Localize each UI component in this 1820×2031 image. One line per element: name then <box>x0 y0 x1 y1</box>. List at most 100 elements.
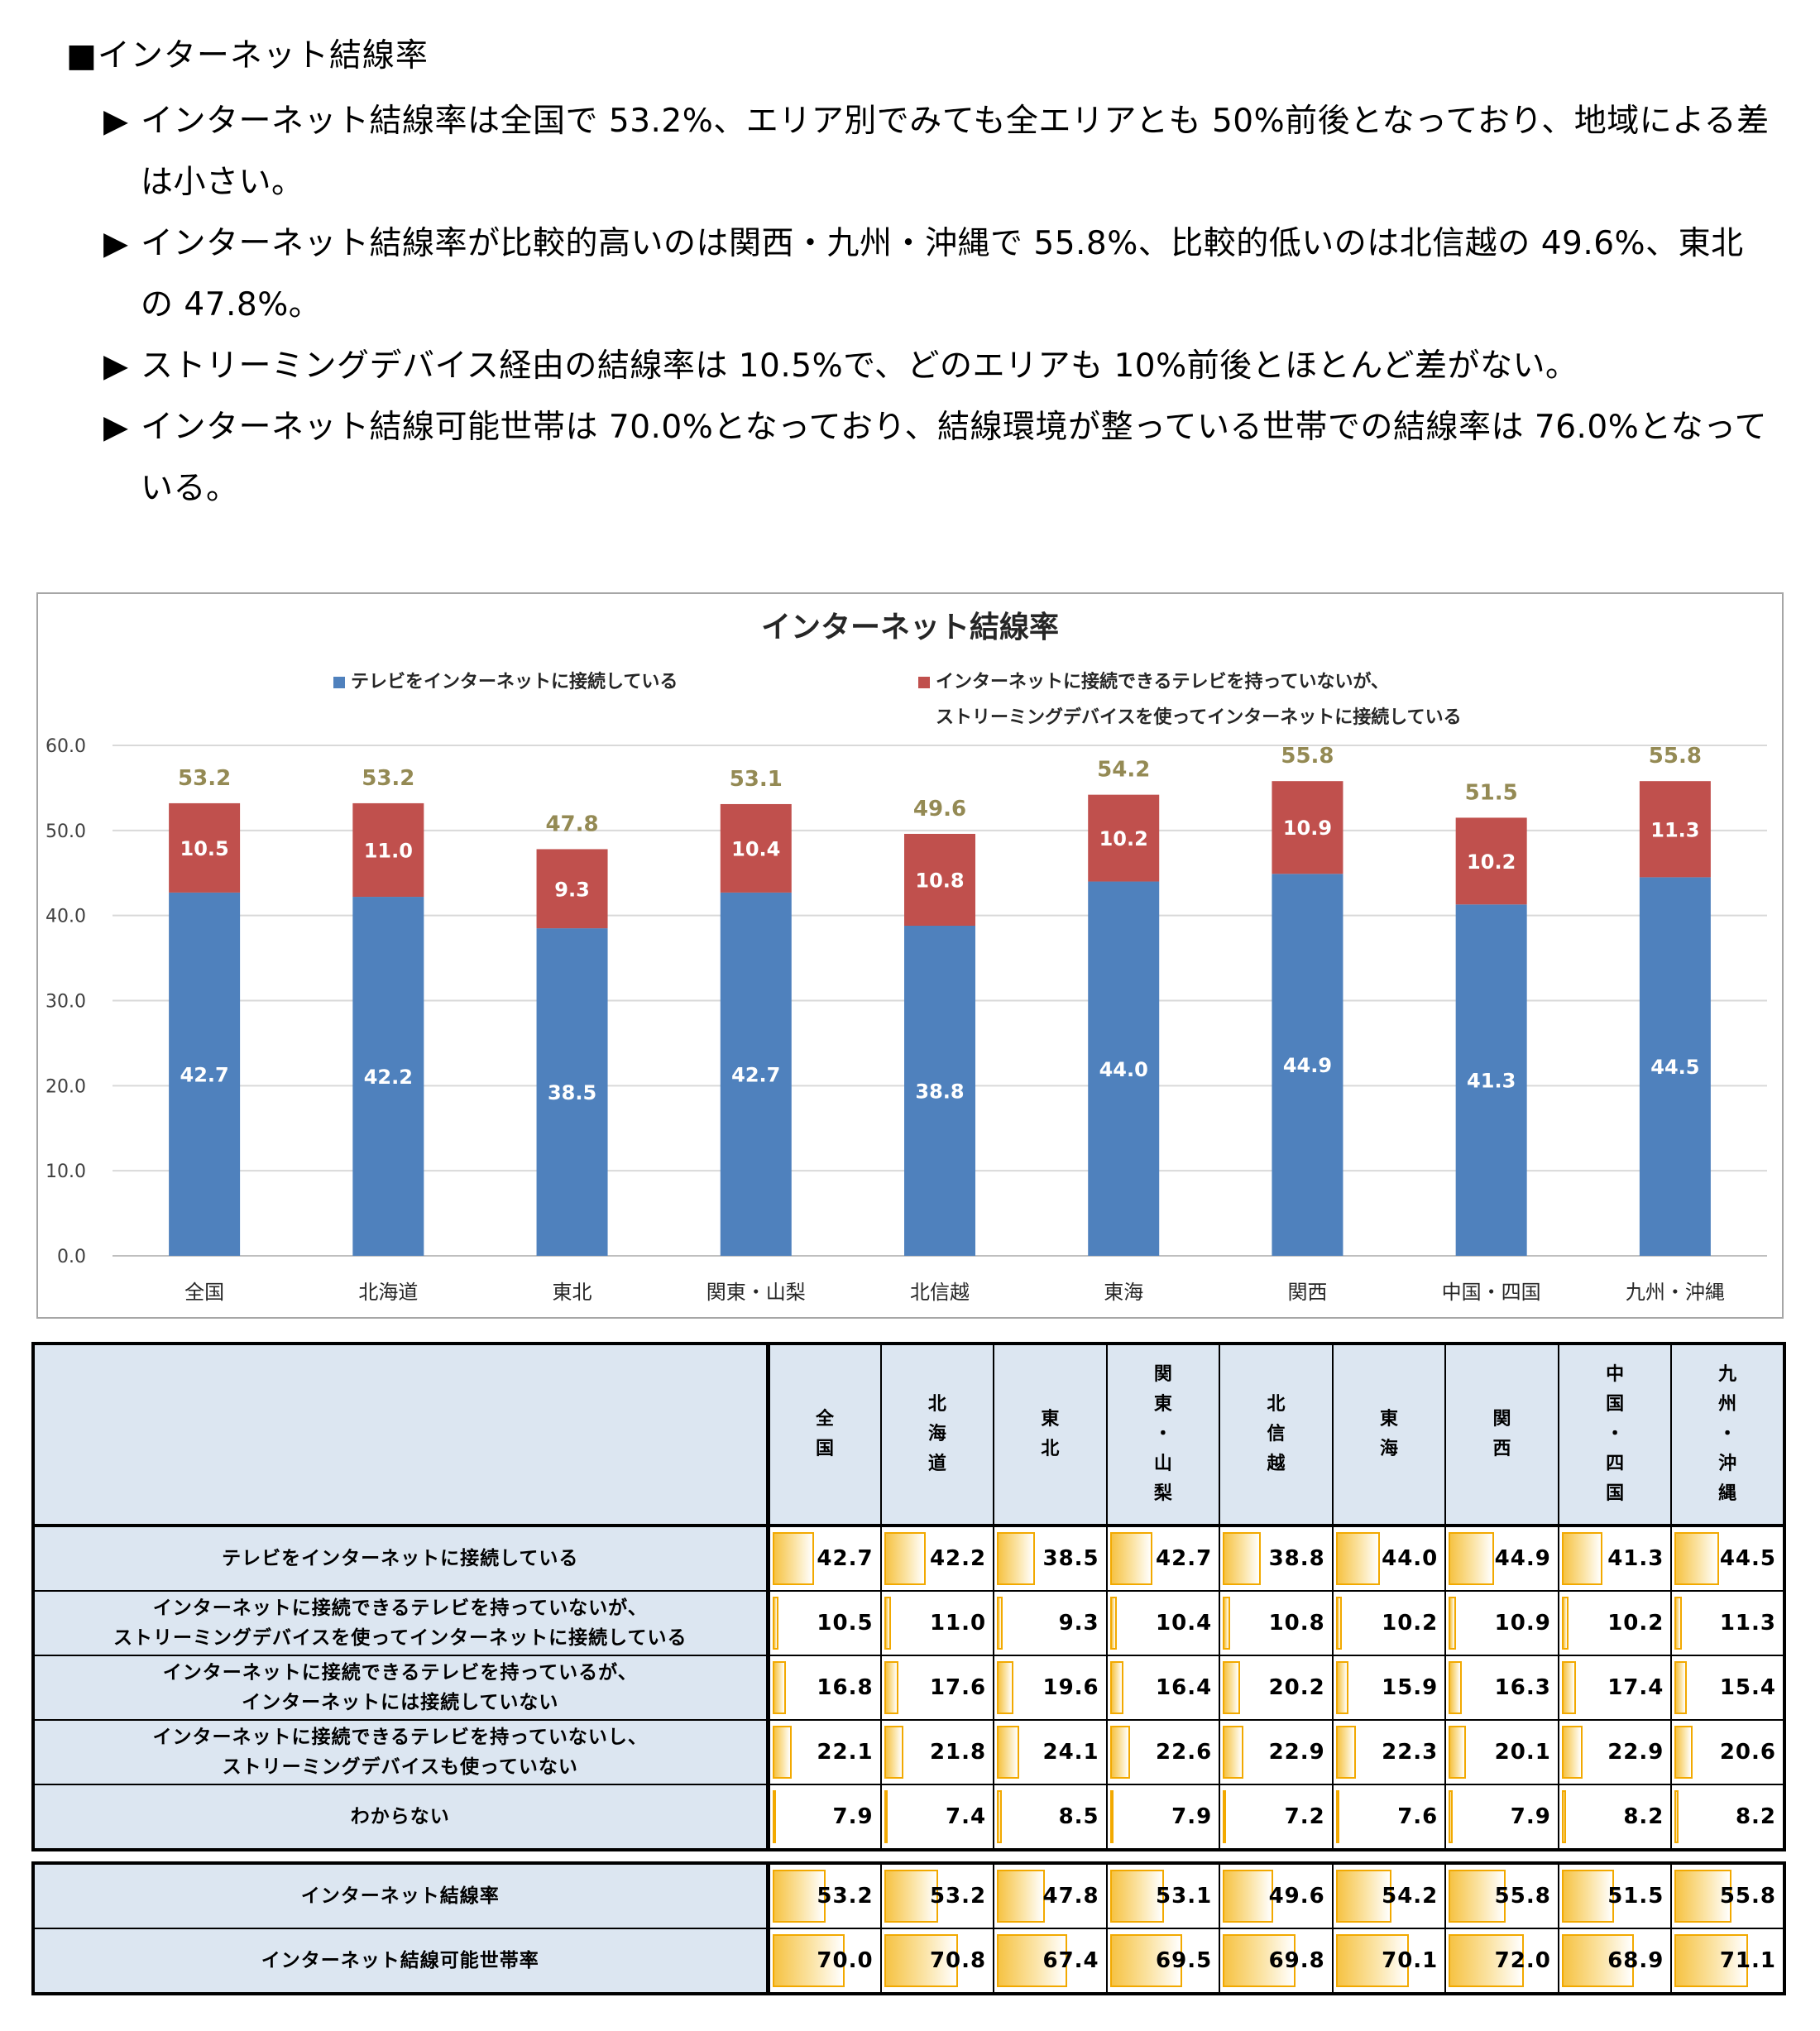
column-header: 中国・四国 <box>1557 1343 1673 1527</box>
value-number: 41.3 <box>1607 1546 1664 1571</box>
value-databar <box>1449 1532 1494 1585</box>
x-tick-label: 東海 <box>1104 1281 1143 1304</box>
value-cell: 21.8 <box>879 1719 995 1785</box>
bar-streaming <box>1088 794 1160 882</box>
value-cell: 72.0 <box>1444 1928 1559 1995</box>
value-databar <box>1109 1726 1131 1779</box>
row-label-line: インターネット結線率 <box>300 1885 500 1907</box>
value-databar <box>1223 1532 1262 1585</box>
value-cell: 55.8 <box>1670 1862 1785 1929</box>
value-cell: 22.1 <box>767 1719 882 1785</box>
bar-streaming <box>1272 781 1343 874</box>
table-row: インターネットに接続できるテレビを持っていないが、 ストリーミングデバイスを使って… <box>32 1590 1785 1656</box>
value-number: 38.5 <box>1042 1546 1099 1571</box>
column-header-label: 関東・山梨 <box>1108 1360 1219 1509</box>
value-number: 9.3 <box>1058 1611 1099 1636</box>
value-number: 10.2 <box>1382 1611 1439 1636</box>
value-number: 22.6 <box>1156 1740 1213 1765</box>
column-header-char: 北 <box>1041 1439 1060 1459</box>
row-label-line: インターネット結線可能世帯率 <box>261 1950 539 1971</box>
value-cell: 53.2 <box>767 1862 882 1929</box>
column-header-char: 海 <box>927 1424 946 1444</box>
column-header: 関西 <box>1444 1343 1559 1527</box>
summary-table: インターネット結線率 53.2 53.2 47.8 53.1 49.6 54.2 55.8 51… <box>31 1861 1786 1995</box>
value-cell: 7.9 <box>1444 1784 1559 1851</box>
value-cell: 54.2 <box>1331 1862 1447 1929</box>
value-databar <box>997 1597 1003 1650</box>
value-databar <box>997 1934 1067 1987</box>
value-cell: 69.5 <box>1105 1928 1221 1995</box>
value-cell: 7.4 <box>879 1784 995 1851</box>
column-header-char: 縄 <box>1718 1483 1737 1504</box>
value-databar <box>1561 1870 1615 1923</box>
x-tick-label: 関西 <box>1287 1281 1327 1304</box>
data-label-streaming: 11.3 <box>1650 818 1699 841</box>
value-databar <box>1109 1661 1123 1714</box>
value-number: 7.9 <box>832 1804 874 1829</box>
column-header-label: 東北 <box>994 1405 1106 1464</box>
value-databar <box>1674 1532 1719 1585</box>
table-row: テレビをインターネットに接続している 42.7 42.2 38.5 42.7 38.8 44… <box>32 1525 1785 1592</box>
column-header-char: 州 <box>1718 1394 1737 1415</box>
data-label-total: 51.5 <box>1465 780 1518 805</box>
bullet-text: インターネット結線可能世帯は 70.0%となっており、結線環境が整っている世帯で… <box>141 409 1768 507</box>
value-databar <box>997 1870 1046 1923</box>
column-header-char: 全 <box>816 1409 835 1430</box>
data-label-connected: 41.3 <box>1467 1070 1516 1093</box>
value-cell: 16.8 <box>767 1655 882 1721</box>
value-number: 53.1 <box>1156 1884 1213 1909</box>
value-number: 70.0 <box>817 1948 874 1973</box>
value-number: 22.9 <box>1268 1740 1325 1765</box>
value-databar <box>772 1934 845 1987</box>
data-table-area: 全国北海道東北関東・山梨北信越東海関西中国・四国九州・沖縄テレビをインターネット… <box>31 1342 1786 1995</box>
value-number: 21.8 <box>929 1740 987 1765</box>
value-number: 22.9 <box>1607 1740 1664 1765</box>
value-number: 38.8 <box>1268 1546 1325 1571</box>
value-number: 44.5 <box>1719 1546 1776 1571</box>
value-cell: 44.5 <box>1670 1525 1785 1592</box>
column-header-label: 北海道 <box>882 1390 994 1479</box>
value-databar <box>1449 1790 1453 1843</box>
value-number: 20.2 <box>1268 1675 1325 1700</box>
value-cell: 41.3 <box>1557 1525 1673 1592</box>
value-cell: 10.2 <box>1331 1590 1447 1656</box>
value-cell: 68.9 <box>1557 1928 1673 1995</box>
value-cell: 42.7 <box>1105 1525 1221 1592</box>
value-cell: 11.3 <box>1670 1590 1785 1656</box>
value-cell: 70.0 <box>767 1928 882 1995</box>
bar-streaming <box>720 803 792 893</box>
value-number: 16.4 <box>1156 1675 1213 1700</box>
value-number: 10.8 <box>1268 1611 1325 1636</box>
column-header-char: 東 <box>1153 1394 1172 1415</box>
bar-connected <box>536 928 608 1256</box>
intro-text: ■インターネット結線率 ▶ インターネット結線率は全国で 53.2%、エリア別でみ… <box>66 31 1770 520</box>
data-label-total: 54.2 <box>1097 758 1150 783</box>
value-number: 67.4 <box>1042 1948 1099 1973</box>
row-label: テレビをインターネットに接続している <box>32 1525 770 1592</box>
value-databar <box>1223 1790 1227 1843</box>
value-databar <box>884 1532 927 1585</box>
bullet-text: インターネット結線率は全国で 53.2%、エリア別でみても全エリアとも 50%前… <box>141 103 1770 201</box>
value-number: 70.8 <box>929 1948 987 1973</box>
x-tick-label: 北信越 <box>910 1281 970 1304</box>
column-header-label: 中国・四国 <box>1559 1360 1671 1509</box>
column-header-char: 梨 <box>1153 1483 1172 1504</box>
value-databar <box>1335 1934 1410 1987</box>
value-cell: 10.8 <box>1219 1590 1334 1656</box>
value-cell: 47.8 <box>993 1862 1108 1929</box>
data-label-total: 47.8 <box>545 812 598 836</box>
value-databar <box>1223 1870 1273 1923</box>
value-databar <box>772 1790 776 1843</box>
bullet-item: ▶ インターネット結線率が比較的高いのは関西・九州・沖縄で 55.8%、比較的低い… <box>66 213 1770 336</box>
bullet-marker: ▶ <box>103 409 129 446</box>
y-tick-label: 20.0 <box>46 1076 86 1097</box>
value-number: 22.3 <box>1382 1740 1439 1765</box>
column-header-char: ・ <box>1153 1424 1172 1444</box>
value-cell: 38.8 <box>1219 1525 1334 1592</box>
column-header-char: 国 <box>816 1439 835 1459</box>
value-cell: 49.6 <box>1219 1862 1334 1929</box>
value-number: 19.6 <box>1042 1675 1099 1700</box>
column-header-char: 越 <box>1267 1454 1286 1474</box>
value-databar <box>1449 1870 1506 1923</box>
value-cell: 70.1 <box>1331 1928 1447 1995</box>
